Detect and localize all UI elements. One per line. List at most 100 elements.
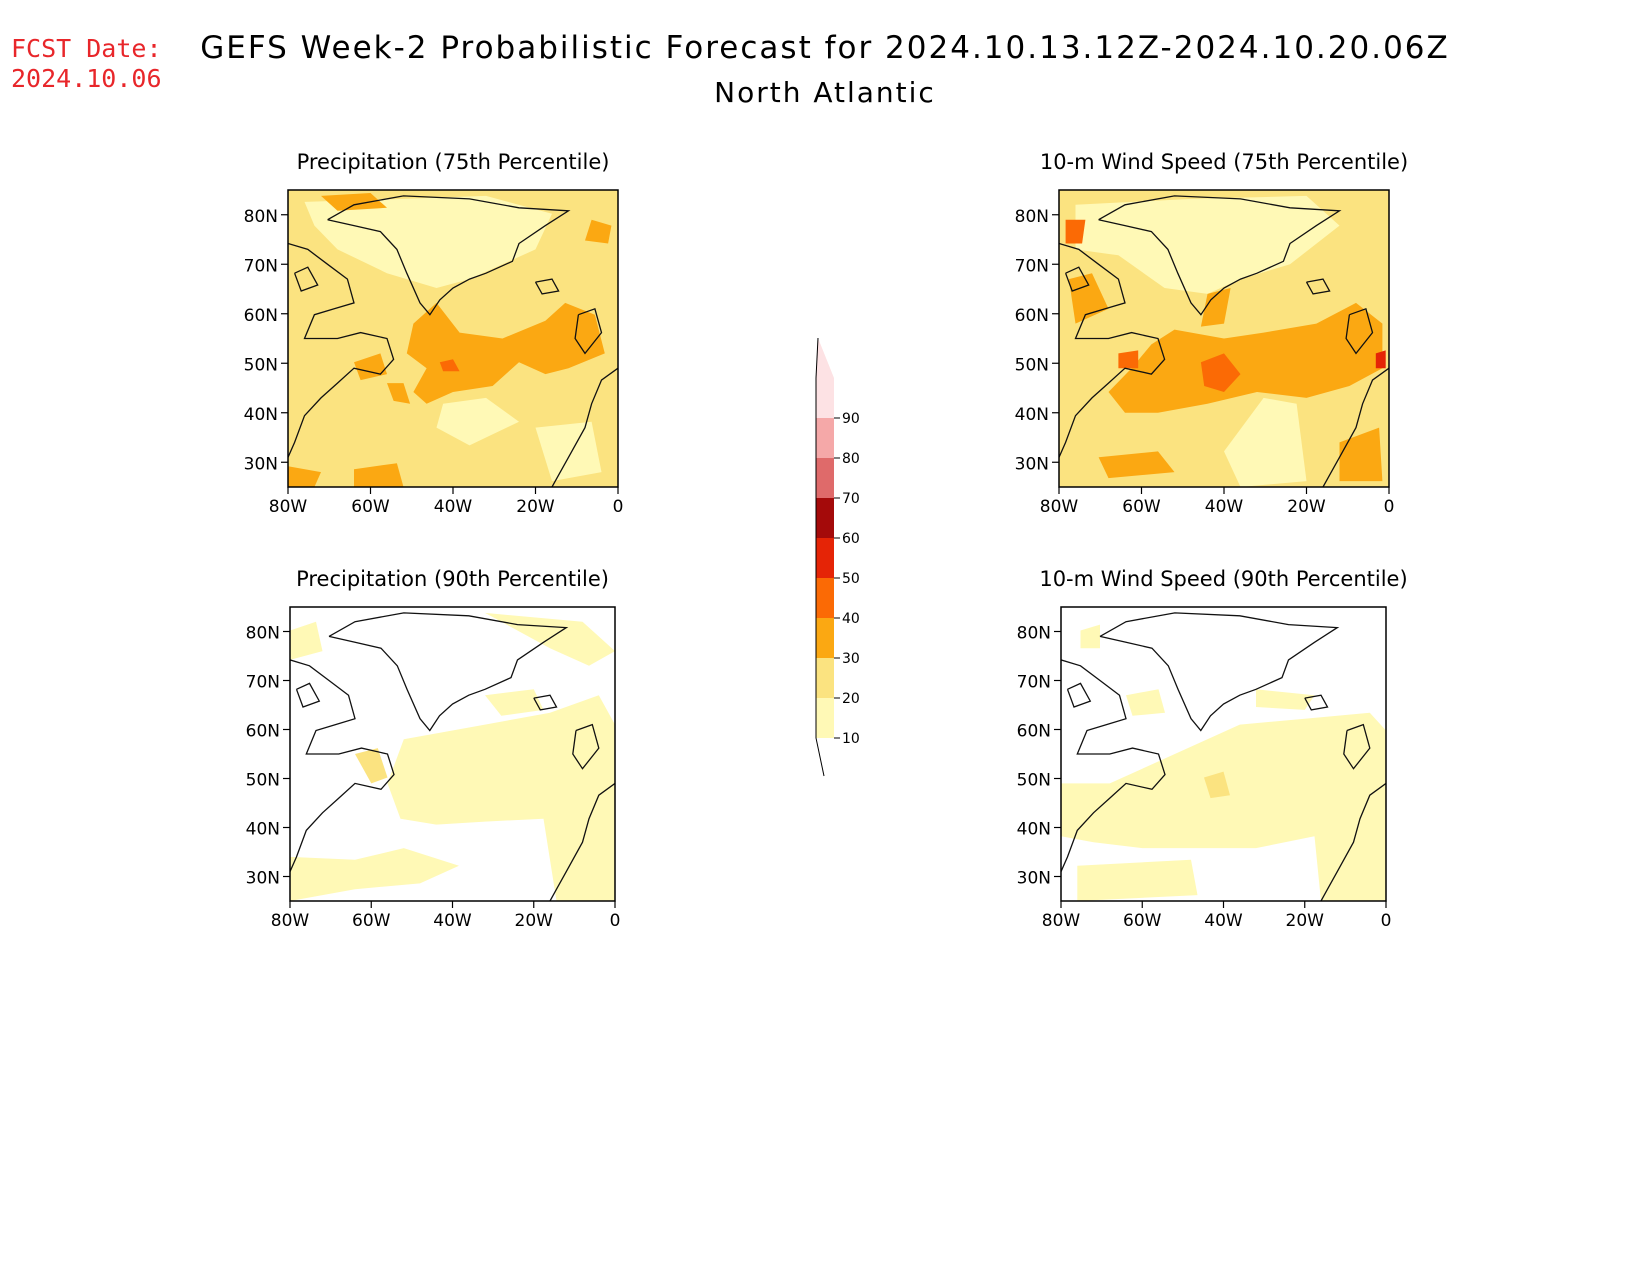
lat-tick-label: 50N: [244, 355, 278, 375]
coastline: [1066, 682, 1092, 708]
lon-tick-label: 80W: [271, 911, 310, 931]
coastline: [1320, 782, 1386, 901]
colorbar: 10 20 30 40 50 60 70 80 90: [815, 337, 860, 777]
coastline: [551, 367, 618, 487]
lat-tick-label: 60N: [1017, 722, 1051, 742]
coastline: [327, 195, 571, 316]
coastline: [1061, 659, 1166, 872]
shaded-region: [485, 612, 615, 666]
colorbar-label: 20: [842, 691, 860, 707]
lat-tick-label: 60N: [244, 306, 278, 326]
coastline: [1098, 195, 1342, 316]
colorbar-top-cap: [816, 338, 834, 378]
lon-tick-label: 80W: [1042, 911, 1081, 931]
shaded-region: [406, 302, 605, 404]
panel-wind-90: 10-m Wind Speed (90th Percentile) 80N 70N 6…: [1017, 567, 1408, 931]
lon-tick-label: 20W: [516, 497, 555, 517]
shading-field: [290, 607, 615, 901]
coastline: [290, 659, 395, 872]
shading-field: [1059, 190, 1389, 487]
lat-tick-label: 70N: [246, 673, 280, 693]
panel-title: 10-m Wind Speed (90th Percentile): [1039, 567, 1407, 591]
lat-tick-label: 60N: [246, 722, 280, 742]
map-title: GEFS Week-2 Probabilistic Forecast for 2…: [200, 30, 1450, 66]
coastline: [1343, 723, 1371, 770]
lon-tick-label: 60W: [1122, 497, 1161, 517]
shaded-region: [1126, 689, 1165, 716]
forecast-date-label: FCST Date: 2024.10.06: [11, 34, 162, 94]
colorbar-bin: [816, 418, 834, 458]
coastline: [574, 307, 603, 355]
shaded-region: [585, 219, 612, 244]
coastline: [534, 278, 560, 295]
colorbar-label: 80: [842, 451, 860, 467]
colorbar-bin: [816, 498, 834, 538]
lat-tick-label: 80N: [246, 624, 280, 644]
colorbar-bottom-cap: [816, 738, 834, 776]
shading-field: [1061, 607, 1386, 901]
shaded-region: [387, 383, 411, 404]
lon-tick-label: 20W: [1286, 911, 1325, 931]
lon-tick-label: 0: [610, 911, 621, 931]
shaded-region: [1080, 624, 1100, 649]
coastline: [293, 266, 319, 292]
shaded-region: [1065, 219, 1086, 244]
lat-tick-label: 70N: [244, 256, 278, 276]
lat-tick-label: 50N: [1015, 355, 1049, 375]
lat-tick-label: 80N: [244, 207, 278, 227]
lon-tick-label: 60W: [352, 911, 391, 931]
fcst-date-value: 2024.10.06: [11, 64, 162, 93]
colorbar-bin: [816, 458, 834, 498]
shaded-region: [1061, 712, 1386, 901]
colorbar-bin: [816, 538, 834, 578]
shaded-region: [436, 397, 519, 446]
colorbar-bin: [816, 618, 834, 658]
lat-tick-label: 50N: [246, 771, 280, 791]
lat-tick-label: 80N: [1015, 207, 1049, 227]
shaded-region: [290, 848, 459, 901]
colorbar-bin: [816, 378, 834, 418]
colorbar-label: 90: [842, 411, 860, 427]
region-subtitle: North Atlantic: [714, 76, 936, 109]
lat-tick-label: 80N: [1017, 624, 1051, 644]
lon-tick-label: 40W: [1205, 497, 1244, 517]
lat-tick-label: 70N: [1015, 256, 1049, 276]
fcst-date-caption: FCST Date:: [11, 34, 162, 63]
shaded-region: [1098, 451, 1175, 479]
shaded-region: [1256, 689, 1315, 710]
coastline: [288, 242, 395, 458]
lon-tick-label: 0: [613, 497, 624, 517]
lon-tick-label: 40W: [433, 911, 472, 931]
shaded-region: [290, 621, 323, 660]
lon-tick-label: 20W: [1287, 497, 1326, 517]
lat-tick-label: 30N: [1015, 454, 1049, 474]
coastline: [295, 682, 321, 708]
lat-tick-label: 40N: [244, 405, 278, 425]
coastline: [328, 612, 569, 732]
lat-tick-label: 40N: [246, 820, 280, 840]
shaded-region: [354, 463, 404, 487]
colorbar-label: 30: [842, 651, 860, 667]
lat-tick-label: 30N: [1017, 869, 1051, 889]
coastline: [1099, 612, 1340, 732]
colorbar-bin: [816, 578, 834, 618]
colorbar-label: 40: [842, 611, 860, 627]
coastline: [549, 782, 615, 901]
shaded-region: [1075, 195, 1340, 294]
panel-precip-90: Precipitation (90th Percentile) 80N 70N 60N…: [246, 567, 621, 931]
coastline: [1064, 266, 1090, 292]
lon-tick-label: 20W: [515, 911, 554, 931]
lat-tick-label: 30N: [244, 454, 278, 474]
panel-wind-75: 10-m Wind Speed (75th Percentile) 80N 70N 6…: [1015, 150, 1409, 517]
lon-tick-label: 80W: [269, 497, 308, 517]
lat-tick-label: 40N: [1015, 405, 1049, 425]
panel-precip-75: Precipitation (75th Percentile) 80N 70N 60N…: [244, 150, 624, 517]
shaded-region: [1118, 350, 1139, 369]
lat-tick-label: 40N: [1017, 820, 1051, 840]
panel-title: Precipitation (75th Percentile): [297, 150, 610, 174]
lon-tick-label: 0: [1381, 911, 1392, 931]
coastline: [1345, 307, 1374, 355]
coastline: [1322, 367, 1389, 487]
coastline: [572, 723, 600, 770]
